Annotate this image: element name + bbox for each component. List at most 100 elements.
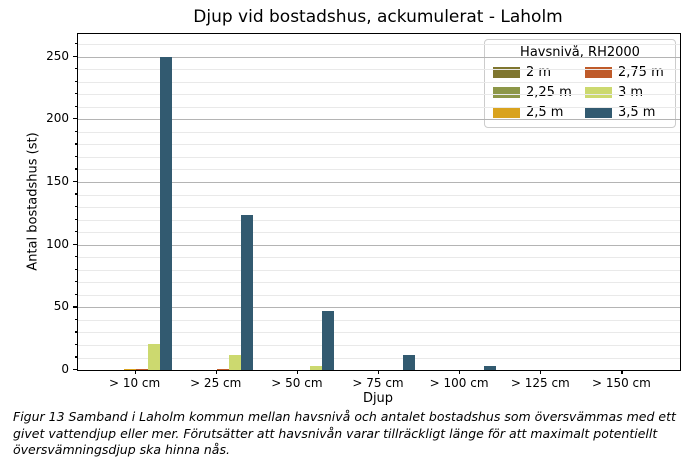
y-tick-label: 50 <box>53 299 69 314</box>
minor-gridline <box>78 144 680 146</box>
y-minor-tick-mark <box>74 293 77 295</box>
legend-item: 2,25 m <box>493 85 575 100</box>
minor-gridline <box>78 319 680 321</box>
x-tick-mark <box>215 370 217 374</box>
x-tick-mark <box>540 370 542 374</box>
y-tick-mark <box>73 369 77 371</box>
y-minor-tick-mark <box>74 218 77 220</box>
legend-item-label: 3,5 m <box>618 105 656 120</box>
legend-item: 3 m <box>585 85 667 100</box>
y-minor-tick-mark <box>74 331 77 333</box>
y-tick-mark <box>73 118 77 120</box>
bar-275m-2 <box>216 368 229 370</box>
y-minor-tick-mark <box>74 268 77 270</box>
x-tick-mark <box>621 370 623 374</box>
figure-caption: Figur 13 Samband i Laholm kommun mellan … <box>13 409 676 457</box>
y-minor-tick-mark <box>74 168 77 170</box>
x-axis-label: Djup <box>362 391 394 406</box>
y-tick-label: 150 <box>46 173 69 188</box>
minor-gridline <box>78 269 680 271</box>
minor-gridline <box>78 332 680 334</box>
y-minor-tick-mark <box>74 80 77 82</box>
bar-35m-1 <box>159 56 172 370</box>
legend-item-label: 2 m <box>526 65 552 80</box>
minor-gridline <box>78 69 680 71</box>
x-tick-mark <box>296 370 299 374</box>
y-minor-tick-mark <box>74 105 77 107</box>
legend-item: 2 m <box>493 65 575 80</box>
minor-gridline <box>78 232 680 234</box>
legend-swatch <box>585 87 612 98</box>
legend-swatch <box>493 107 520 118</box>
x-tick-label: > 50 cm <box>271 376 323 390</box>
minor-gridline <box>78 106 680 108</box>
legend-item: 2,75 m <box>585 65 667 80</box>
minor-gridline <box>78 282 680 284</box>
bar-3m-2 <box>228 355 241 370</box>
minor-gridline <box>78 357 680 359</box>
y-minor-tick-mark <box>74 231 77 233</box>
x-tick-label: > 10 cm <box>108 376 161 390</box>
legend-item: 2,5 m <box>493 105 575 120</box>
y-tick-mark <box>73 306 77 308</box>
minor-gridline <box>78 81 680 83</box>
x-tick-label: > 75 cm <box>352 376 404 390</box>
x-tick-mark <box>134 370 136 374</box>
bar-35m-2 <box>240 214 253 370</box>
legend-swatch <box>585 67 612 78</box>
y-minor-tick-mark <box>74 93 77 95</box>
x-tick-mark <box>378 370 380 374</box>
minor-gridline <box>78 169 680 171</box>
major-gridline <box>78 119 680 121</box>
legend: Havsnivå, RH2000 2 m 2,25 m 2,5 m 2,75 m 3 m… <box>484 39 676 128</box>
y-minor-tick-mark <box>74 318 77 321</box>
major-gridline <box>78 181 680 183</box>
legend-item-label: 3 m <box>618 85 644 100</box>
minor-gridline <box>78 219 680 221</box>
y-minor-tick-mark <box>74 356 77 358</box>
bar-3m-1 <box>147 343 160 370</box>
chart-title: Djup vid bostadshus, ackumulerat - Lahol… <box>193 7 563 27</box>
y-minor-tick-mark <box>74 155 77 158</box>
x-tick-label: > 100 cm <box>429 376 489 390</box>
y-minor-tick-mark <box>74 343 77 346</box>
major-gridline <box>78 56 680 58</box>
legend-item-label: 2,75 m <box>618 65 664 80</box>
legend-grid: 2 m 2,25 m 2,5 m 2,75 m 3 m 3,5 m <box>493 65 667 120</box>
x-tick-label: > 125 cm <box>510 376 570 390</box>
y-tick-mark <box>73 180 77 183</box>
minor-gridline <box>78 156 680 158</box>
y-tick-label: 0 <box>61 362 69 376</box>
y-tick-mark <box>73 55 77 57</box>
x-tick-label: > 25 cm <box>190 376 242 390</box>
bar-275m-1 <box>135 368 148 370</box>
minor-gridline <box>78 257 680 259</box>
minor-gridline <box>78 294 680 296</box>
plot-area: Havsnivå, RH2000 2 m 2,25 m 2,5 m 2,75 m 3 m… <box>77 33 681 371</box>
y-minor-tick-mark <box>74 256 77 258</box>
bar-35m-4 <box>403 355 415 370</box>
y-minor-tick-mark <box>74 43 77 45</box>
y-minor-tick-mark <box>74 68 77 70</box>
y-tick-mark <box>73 243 77 245</box>
legend-item-label: 2,5 m <box>526 105 564 120</box>
major-gridline <box>78 307 680 309</box>
minor-gridline <box>78 344 680 346</box>
minor-gridline <box>78 194 680 196</box>
y-minor-tick-mark <box>74 143 77 145</box>
y-tick-label: 250 <box>46 48 69 63</box>
y-axis-label: Antal bostadshus (st) <box>25 132 41 271</box>
minor-gridline <box>78 44 680 45</box>
legend-swatch <box>493 87 520 98</box>
bar-35m-5 <box>484 366 497 370</box>
minor-gridline <box>78 94 680 96</box>
y-minor-tick-mark <box>74 206 77 208</box>
legend-title: Havsnivå, RH2000 <box>520 45 640 60</box>
x-tick-mark <box>459 370 461 374</box>
y-tick-label: 200 <box>46 111 69 126</box>
minor-gridline <box>78 207 680 208</box>
legend-item-label: 2,25 m <box>526 85 572 100</box>
minor-gridline <box>78 131 680 133</box>
legend-item: 3,5 m <box>585 105 667 120</box>
